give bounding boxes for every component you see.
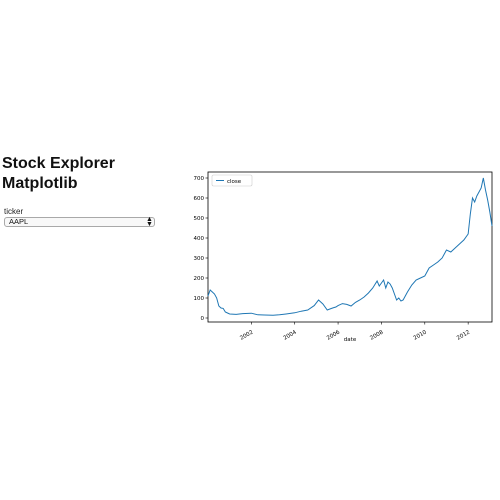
y-axis-ticks: 0 100 200 300 400 500 600 700 xyxy=(194,176,208,322)
x-tick-label: 2004 xyxy=(283,329,299,341)
y-tick-label: 400 xyxy=(194,236,205,242)
plot-area xyxy=(207,171,493,323)
x-tick-label: 2008 xyxy=(369,329,385,341)
y-tick-label: 500 xyxy=(194,216,205,222)
page-title: Stock Explorer Matplotlib xyxy=(2,154,182,194)
y-tick-label: 300 xyxy=(194,256,205,262)
ticker-label: ticker xyxy=(4,207,24,216)
y-tick-label: 700 xyxy=(194,176,205,182)
ticker-select[interactable]: AAPL ▲ ▼ xyxy=(4,216,155,228)
y-tick-label: 100 xyxy=(194,296,205,302)
ticker-select-value: AAPL xyxy=(9,217,29,226)
stock-chart: 0 100 200 300 400 500 600 700 2002 2004 2006 2008 2… xyxy=(185,166,495,346)
y-tick-label: 200 xyxy=(194,276,205,282)
x-tick-label: 2012 xyxy=(456,330,471,342)
chart-svg: 0 100 200 300 400 500 600 700 2002 2004 2006 2008 2… xyxy=(194,171,493,343)
y-tick-label: 0 xyxy=(201,316,205,322)
legend: close xyxy=(211,174,253,187)
chevron-updown-icon: ▲ ▼ xyxy=(146,216,153,228)
x-axis-label: date xyxy=(344,337,357,343)
y-tick-label: 600 xyxy=(194,196,205,202)
x-tick-label: 2002 xyxy=(239,330,254,342)
page-title-line1: Stock Explorer xyxy=(2,155,115,172)
legend-label: close xyxy=(227,179,242,185)
x-tick-label: 2010 xyxy=(413,329,429,341)
series-line-close xyxy=(207,177,493,316)
legend-box xyxy=(211,174,253,187)
page-title-line2: Matplotlib xyxy=(2,175,78,192)
x-tick-label: 2006 xyxy=(326,329,342,341)
